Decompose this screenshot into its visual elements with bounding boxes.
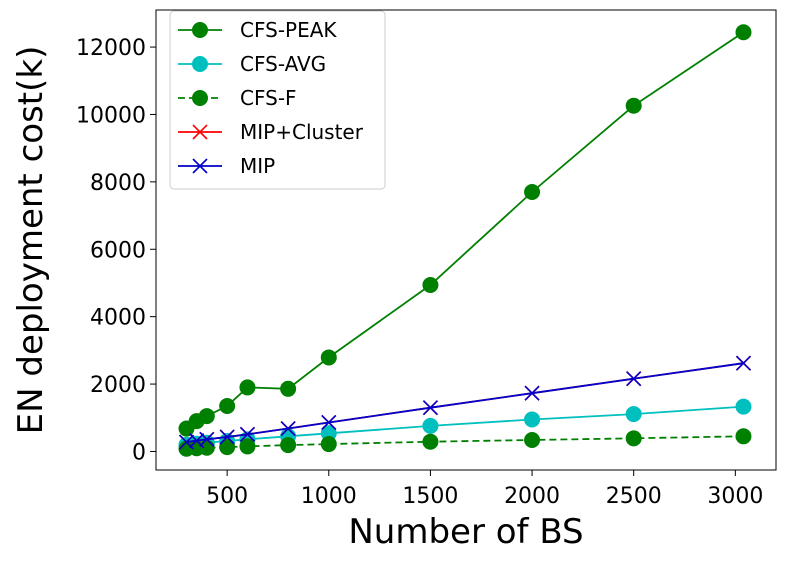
legend-box [169,10,386,190]
data-point-cfs-peak [320,349,337,366]
data-point-cfs-peak [625,97,642,114]
y-tick-label: 8000 [90,171,146,196]
legend: CFS-PEAK CFS-AVG CFS-F MIP+Cluster MIP [169,10,386,190]
x-tick-label: 2500 [606,484,662,509]
y-tick-label: 4000 [90,306,146,331]
x-tick-label: 2000 [504,484,560,509]
series-line-mip [186,362,744,443]
x-marker-stroke [422,400,438,416]
y-tick-label: 10000 [76,103,146,128]
x-marker-stroke [189,433,205,449]
data-point-cfs-f [625,430,642,447]
legend-marker-mip [192,158,208,174]
data-point-cfs-avg [422,417,439,434]
series-cfs-f [178,428,752,457]
data-point-mip [199,431,215,447]
x-tick-label: 500 [206,484,248,509]
x-marker-stroke [178,434,195,450]
y-axis-title: EN deployment cost(k) [11,46,51,435]
series-cfs-avg [178,398,752,453]
legend-entry-mip: MIP [178,154,275,178]
data-point-cfs-avg [735,398,752,415]
data-point-cfs-f [198,439,215,456]
x-marker-stroke [321,414,337,431]
x-marker-stroke [735,355,752,371]
data-point-cfs-f [239,438,256,455]
x-tick-label: 3000 [707,484,763,509]
legend-label-cfs-peak: CFS-PEAK [240,18,337,42]
legend-label-cfs-avg: CFS-AVG [240,52,326,76]
legend-entry-cfs-avg: CFS-AVG [178,52,326,76]
y-tick-label: 2000 [90,373,146,398]
data-point-mip [280,420,296,437]
data-point-cfs-f [735,428,752,445]
data-point-mip [735,355,752,371]
legend-marker-cfs-f [192,90,208,106]
plot-marks [178,24,752,457]
legend-entry-cfs-peak: CFS-PEAK [178,18,337,42]
data-point-cfs-peak [735,24,752,41]
x-marker-stroke [626,371,642,387]
data-point-cfs-peak [280,380,297,397]
data-point-cfs-f [524,432,541,449]
data-point-mip [524,385,540,401]
y-tick-label: 0 [132,440,146,465]
data-point-mip [239,426,256,442]
x-axis-title: Number of BS [348,512,583,552]
x-axis-ticks: 500 1000 1500 2000 2500 3000 [206,470,763,509]
x-marker-stroke [192,124,208,140]
legend-label-mip: MIP [240,154,275,178]
data-point-cfs-avg [625,406,642,423]
legend-entry-cfs-f: CFS-F [178,86,297,110]
y-axis-ticks: 0 2000 4000 6000 8000 10000 12000 [76,36,156,465]
data-point-mip [321,414,337,431]
legend-label-cfs-f: CFS-F [240,86,297,110]
x-marker-stroke [199,431,215,447]
legend-marker-mip-cluster [192,124,208,140]
x-marker-stroke [219,429,235,445]
data-point-cfs-peak [422,276,439,293]
y-tick-label: 12000 [76,36,146,61]
x-tick-label: 1000 [301,484,357,509]
data-point-cfs-avg [524,411,541,428]
y-tick-label: 6000 [90,238,146,263]
data-point-mip [219,429,235,445]
data-point-mip [422,400,438,416]
x-marker-stroke [524,385,540,401]
legend-marker-cfs-avg [192,56,208,72]
legend-entry-mip-cluster: MIP+Cluster [178,120,364,144]
data-point-cfs-peak [219,397,236,414]
data-point-cfs-f [219,439,236,456]
x-marker-stroke [280,420,296,437]
data-point-cfs-f [280,437,297,454]
data-point-cfs-f [320,436,337,453]
data-point-cfs-f [422,433,439,450]
x-marker-stroke [239,426,256,442]
series-mip [178,355,752,450]
data-point-cfs-peak [198,408,215,425]
plot-frame [155,9,777,471]
data-point-cfs-peak [239,379,256,396]
legend-marker-cfs-peak [192,22,208,38]
data-point-cfs-peak [524,183,541,200]
legend-label-mip-cluster: MIP+Cluster [240,120,364,144]
series-line-cfs-avg [186,405,744,446]
x-marker-stroke [192,158,208,174]
series-cfs-peak [178,24,752,437]
x-tick-label: 1500 [402,484,458,509]
data-point-mip [626,371,642,387]
